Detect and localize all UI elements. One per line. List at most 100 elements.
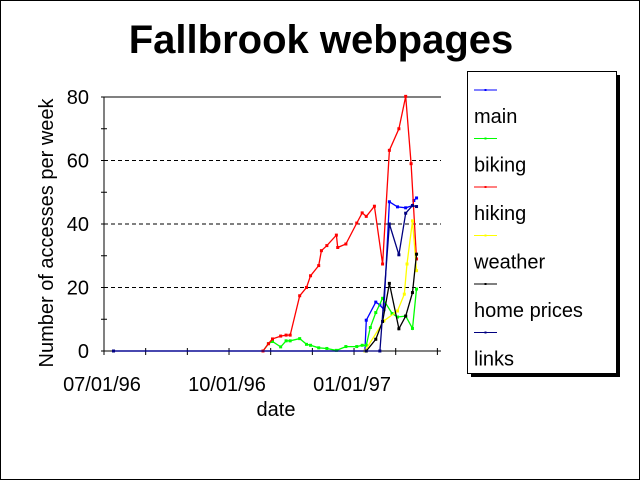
data-point-biking xyxy=(325,346,329,350)
legend-box xyxy=(467,71,617,374)
data-point-home-prices xyxy=(415,252,419,256)
chart-title: Fallbrook webpages xyxy=(129,18,514,62)
data-point-main xyxy=(387,200,391,204)
data-point-hiking xyxy=(344,242,348,246)
data-point-main xyxy=(415,196,419,200)
series-group xyxy=(112,94,419,353)
data-point-main xyxy=(374,300,378,304)
x-axis-label: date xyxy=(257,399,296,421)
data-point-biking xyxy=(279,345,283,349)
data-point-hiking xyxy=(304,286,308,289)
y-tick-label: 20 xyxy=(67,278,89,300)
data-point-biking xyxy=(374,311,378,315)
legend-label-biking: biking xyxy=(474,155,526,177)
data-point-hiking xyxy=(360,211,364,215)
legend-marker-hiking xyxy=(484,186,487,188)
data-point-hiking xyxy=(298,294,302,298)
data-point-biking xyxy=(381,296,385,300)
y-axis-label: Number of accesses per week xyxy=(36,98,58,368)
data-point-hiking xyxy=(397,127,401,131)
data-point-weather xyxy=(396,309,400,313)
data-point-biking xyxy=(415,287,419,291)
data-point-biking xyxy=(355,345,359,349)
series-line-home-prices xyxy=(365,254,418,352)
data-point-weather xyxy=(405,262,409,266)
data-point-hiking xyxy=(288,333,292,337)
data-point-biking xyxy=(396,315,400,319)
data-point-hiking xyxy=(266,342,270,346)
data-point-links xyxy=(415,205,419,209)
legend-marker-home-prices xyxy=(484,283,487,285)
data-point-main xyxy=(382,308,386,312)
data-point-biking xyxy=(410,326,414,330)
x-tick-label: 07/01/96 xyxy=(63,374,141,396)
data-point-links xyxy=(397,253,401,257)
data-point-biking xyxy=(284,339,288,343)
legend-label-hiking: hiking xyxy=(474,203,526,225)
data-point-hiking xyxy=(334,233,338,237)
series-main xyxy=(112,196,419,353)
data-point-hiking xyxy=(317,264,321,268)
legend-marker-main xyxy=(484,89,487,91)
data-point-biking xyxy=(360,343,364,347)
data-point-main xyxy=(404,206,408,210)
data-point-biking xyxy=(271,339,274,343)
data-point-biking xyxy=(344,345,348,349)
data-point-home-prices xyxy=(410,291,414,295)
x-tick-label: 10/01/96 xyxy=(188,374,266,396)
series-line-weather xyxy=(364,220,418,352)
data-point-hiking xyxy=(387,148,391,152)
legend-label-home-prices: home prices xyxy=(474,300,583,322)
data-point-weather xyxy=(415,269,419,273)
series-line-links xyxy=(113,204,417,352)
data-point-hiking xyxy=(372,204,376,208)
data-point-biking xyxy=(298,337,302,341)
data-point-hiking xyxy=(336,245,340,249)
legend-label-links: links xyxy=(474,349,514,371)
legend: main biking hiking weather home prices links xyxy=(467,71,620,377)
data-point-biking xyxy=(309,343,313,347)
data-point-home-prices xyxy=(404,314,408,318)
series-weather xyxy=(363,219,419,353)
data-point-links xyxy=(404,211,408,215)
data-point-hiking xyxy=(325,244,329,248)
data-point-hiking xyxy=(364,214,368,218)
data-point-hiking xyxy=(381,262,385,266)
data-point-links xyxy=(410,204,414,208)
data-point-hiking xyxy=(309,274,313,278)
data-point-home-prices xyxy=(387,281,391,285)
data-point-biking xyxy=(304,342,308,346)
data-point-hiking xyxy=(409,162,413,166)
legend-label-weather: weather xyxy=(473,252,545,274)
legend-label-main: main xyxy=(474,106,517,128)
data-point-home-prices xyxy=(374,337,378,341)
data-point-main xyxy=(396,205,400,209)
data-point-biking xyxy=(317,346,321,350)
data-point-weather xyxy=(410,219,414,223)
data-point-biking xyxy=(368,326,372,330)
data-point-hiking xyxy=(355,221,359,225)
data-point-hiking xyxy=(319,249,323,253)
series-links xyxy=(112,204,419,353)
data-point-hiking xyxy=(279,334,283,338)
data-point-links xyxy=(378,349,382,353)
series-biking xyxy=(261,287,419,353)
y-tick-label: 80 xyxy=(67,87,89,109)
data-point-home-prices xyxy=(397,327,401,331)
legend-marker-biking xyxy=(484,137,487,140)
data-point-biking xyxy=(288,339,292,343)
series-hiking xyxy=(261,94,419,353)
data-point-weather xyxy=(402,292,406,296)
data-point-hiking xyxy=(284,333,288,337)
data-point-hiking xyxy=(271,337,274,341)
y-tick-label: 40 xyxy=(67,214,89,236)
data-point-links xyxy=(387,222,391,226)
data-point-links xyxy=(112,349,116,353)
y-tick-label: 60 xyxy=(67,151,89,173)
legend-marker-weather xyxy=(484,234,487,237)
data-point-biking xyxy=(390,312,394,316)
legend-marker-links xyxy=(484,331,487,334)
x-tick-label: 01/01/97 xyxy=(313,374,391,396)
